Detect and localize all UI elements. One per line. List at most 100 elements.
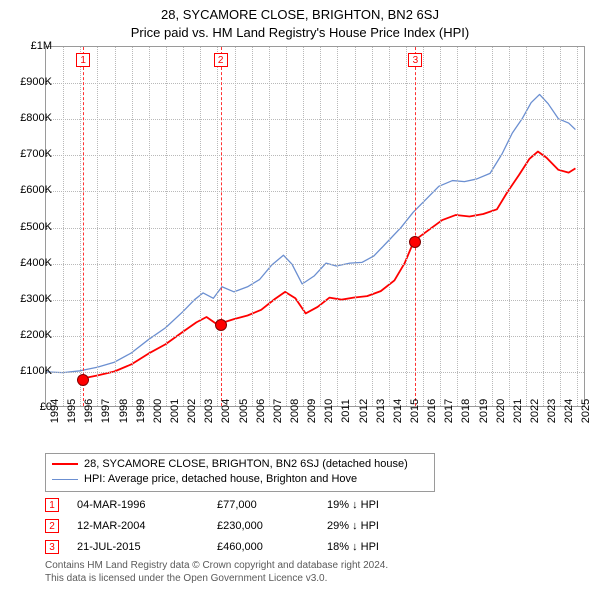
gridline-v [475, 47, 476, 406]
transaction-row: 104-MAR-1996£77,00019% ↓ HPI [45, 494, 585, 515]
x-axis-label: 1998 [118, 399, 130, 423]
gridline-v [372, 47, 373, 406]
gridline-v [423, 47, 424, 406]
legend-swatch-property [52, 463, 78, 465]
transaction-diff: 18% ↓ HPI [327, 541, 447, 553]
transaction-price: £460,000 [217, 541, 327, 553]
gridline-v [252, 47, 253, 406]
x-axis-label: 2020 [495, 399, 507, 423]
x-axis-label: 2000 [152, 399, 164, 423]
gridline-h [46, 83, 584, 84]
transaction-marker-box: 1 [76, 53, 90, 67]
footer: Contains HM Land Registry data © Crown c… [45, 560, 388, 585]
x-axis-label: 2003 [203, 399, 215, 423]
transaction-marker-box: 2 [214, 53, 228, 67]
gridline-v [509, 47, 510, 406]
gridline-v [80, 47, 81, 406]
transaction-dot [215, 319, 227, 331]
y-axis-label: £100K [2, 365, 52, 377]
x-axis-label: 2009 [306, 399, 318, 423]
x-axis-label: 2025 [580, 399, 592, 423]
y-axis-label: £600K [2, 184, 52, 196]
x-axis-label: 2015 [409, 399, 421, 423]
transaction-diff: 19% ↓ HPI [327, 499, 447, 511]
y-axis-label: £500K [2, 221, 52, 233]
gridline-v [577, 47, 578, 406]
x-axis-label: 2012 [358, 399, 370, 423]
gridline-v [166, 47, 167, 406]
x-axis-label: 2023 [546, 399, 558, 423]
x-axis-label: 2024 [563, 399, 575, 423]
transaction-price: £230,000 [217, 520, 327, 532]
transaction-row: 3 21-JUL-2015£460,00018% ↓ HPI [45, 536, 585, 557]
x-axis-label: 2010 [323, 399, 335, 423]
gridline-v [132, 47, 133, 406]
gridline-v [440, 47, 441, 406]
y-axis-label: £400K [2, 257, 52, 269]
x-axis-label: 2022 [529, 399, 541, 423]
chart-area: 123 [45, 46, 585, 407]
transaction-price: £77,000 [217, 499, 327, 511]
x-axis-label: 2002 [186, 399, 198, 423]
x-axis-label: 2016 [426, 399, 438, 423]
series-hpi [46, 94, 575, 372]
x-axis-label: 2007 [272, 399, 284, 423]
gridline-h [46, 191, 584, 192]
gridline-h [46, 264, 584, 265]
transaction-date: 12-MAR-2004 [77, 520, 217, 532]
x-axis-label: 2018 [460, 399, 472, 423]
legend: 28, SYCAMORE CLOSE, BRIGHTON, BN2 6SJ (d… [45, 453, 435, 492]
x-axis-label: 1996 [83, 399, 95, 423]
series-svg [46, 47, 584, 406]
plot-area: 123 [45, 46, 585, 407]
series-property [83, 152, 575, 379]
gridline-v [303, 47, 304, 406]
y-axis-label: £300K [2, 293, 52, 305]
gridline-h [46, 300, 584, 301]
x-axis-label: 1995 [66, 399, 78, 423]
legend-label-hpi: HPI: Average price, detached house, Brig… [84, 472, 357, 487]
gridline-v [457, 47, 458, 406]
x-axis-label: 1999 [135, 399, 147, 423]
gridline-v [320, 47, 321, 406]
legend-swatch-hpi [52, 479, 78, 480]
x-axis-label: 2017 [443, 399, 455, 423]
gridline-v [115, 47, 116, 406]
y-axis-label: £900K [2, 76, 52, 88]
x-axis-label: 2014 [392, 399, 404, 423]
gridline-v [149, 47, 150, 406]
transaction-date: 04-MAR-1996 [77, 499, 217, 511]
gridline-v [406, 47, 407, 406]
y-axis-label: £800K [2, 112, 52, 124]
x-axis-label: 2021 [512, 399, 524, 423]
x-axis-label: 1994 [49, 399, 61, 423]
x-axis-label: 2008 [289, 399, 301, 423]
gridline-v [235, 47, 236, 406]
transaction-dot [77, 374, 89, 386]
x-axis-label: 2019 [478, 399, 490, 423]
footer-line2: This data is licensed under the Open Gov… [45, 573, 388, 586]
gridline-h [46, 372, 584, 373]
gridline-v [492, 47, 493, 406]
transaction-num-box: 3 [45, 540, 59, 554]
transaction-row: 212-MAR-2004£230,00029% ↓ HPI [45, 515, 585, 536]
y-axis-label: £1M [2, 40, 52, 52]
x-axis-label: 2004 [220, 399, 232, 423]
gridline-v [97, 47, 98, 406]
y-axis-label: £700K [2, 148, 52, 160]
legend-label-property: 28, SYCAMORE CLOSE, BRIGHTON, BN2 6SJ (d… [84, 457, 408, 472]
gridline-v [543, 47, 544, 406]
transaction-date: 21-JUL-2015 [77, 541, 217, 553]
chart-container: 28, SYCAMORE CLOSE, BRIGHTON, BN2 6SJ Pr… [0, 0, 600, 590]
gridline-v [389, 47, 390, 406]
x-axis-label: 2005 [238, 399, 250, 423]
title-address: 28, SYCAMORE CLOSE, BRIGHTON, BN2 6SJ [0, 6, 600, 24]
title-subtitle: Price paid vs. HM Land Registry's House … [0, 24, 600, 42]
x-axis-label: 1997 [100, 399, 112, 423]
gridline-v [355, 47, 356, 406]
y-axis-label: £0 [2, 401, 52, 413]
gridline-v [183, 47, 184, 406]
gridline-h [46, 228, 584, 229]
gridline-v [63, 47, 64, 406]
x-axis-label: 2006 [255, 399, 267, 423]
